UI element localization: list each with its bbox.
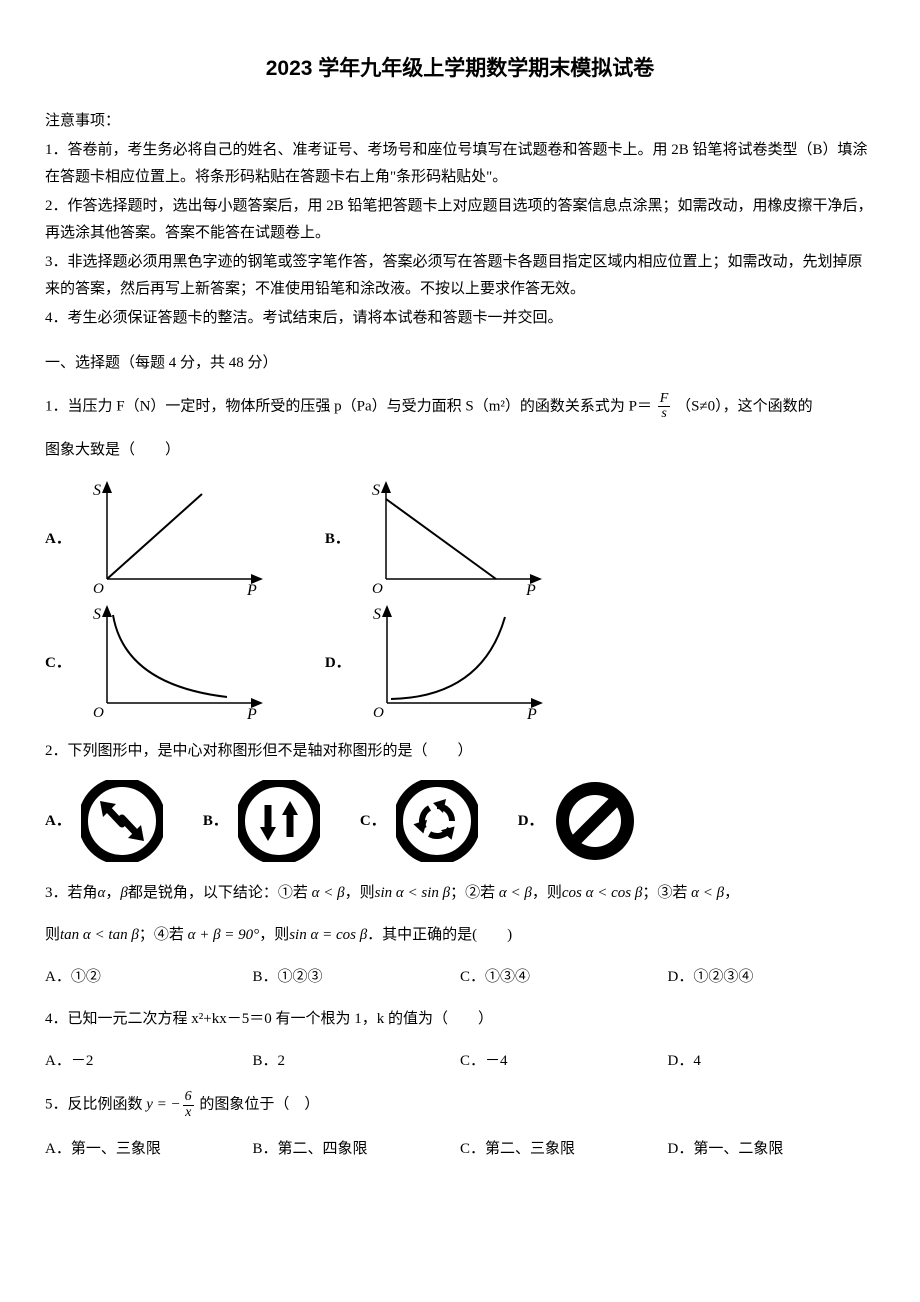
svg-text:O: O [93,581,104,597]
cond4: α + β = 90° [188,927,260,943]
svg-text:P: P [246,582,257,599]
fraction-denominator: s [658,407,671,422]
q5-text-b: 的图象位于（ ） [199,1097,319,1113]
svg-text:S: S [372,482,380,499]
q3-options: A．①② B．①②③ C．①③④ D．①②③④ [45,964,875,991]
fraction-denominator: x [183,1106,194,1121]
option-label-A: A． [45,808,71,835]
beta: β [120,885,127,901]
option-C: C．①③④ [460,964,668,991]
res4: sin α = cos β [289,927,367,943]
option-B: B．①②③ [253,964,461,991]
svg-text:S: S [373,606,381,623]
q5-stem: 5．反比例函数 y = −6x 的图象位于（ ） [45,1090,875,1120]
symmetry-icon-C [396,780,478,862]
option-label-D: D． [518,808,544,835]
page-title: 2023 学年九年级上学期数学期末模拟试卷 [45,50,875,88]
q3-seg: ；④若 [139,927,184,943]
option-A: A．第一、三象限 [45,1136,253,1163]
q5-options: A．第一、三象限 B．第二、四象限 C．第二、三象限 D．第一、二象限 [45,1136,875,1163]
svg-text:P: P [525,582,536,599]
option-label-B: B． [203,808,228,835]
svg-text:S: S [93,482,101,499]
option-label-A: A． [45,526,71,553]
option-B: B．2 [253,1048,461,1075]
q1-stem: 1．当压力 F（N）一定时，物体所受的压强 p（Pa）与受力面积 S（m²）的函… [45,392,875,422]
svg-text:S: S [93,606,101,623]
option-label-B: B． [325,526,350,553]
note-item: 4．考生必须保证答题卡的整洁。考试结束后，请将本试卷和答题卡一并交回。 [45,305,875,332]
q2-options: A． B． C． D． [45,780,875,862]
note-item: 3．非选择题必须用黑色字迹的钢笔或签字笔作答，答案必须写在答题卡各题目指定区域内… [45,249,875,303]
q1-row-ab: A． S P O B． S P O [45,479,875,599]
q5-eq-left: y = − [146,1097,180,1113]
symmetry-icon-B [238,780,320,862]
option-A: A．－2 [45,1048,253,1075]
svg-text:O: O [372,581,383,597]
q3-seg: 则 [45,927,60,943]
option-label-C: C． [45,650,71,677]
graph-B-linear-down: S P O [364,479,544,599]
svg-text:O: O [373,705,384,721]
q3-seg: ；②若 [450,885,495,901]
q3-line1: 3．若角α，β都是锐角，以下结论：①若 α < β，则sin α < sin β… [45,880,875,907]
fraction-F-over-s: F s [658,392,671,422]
q3-seg: 都是锐角，以下结论：①若 [128,885,308,901]
option-C: C．第二、三象限 [460,1136,668,1163]
option-B: B．第二、四象限 [253,1136,461,1163]
question-4: 4．已知一元二次方程 x²+kx－5＝0 有一个根为 1，k 的值为（ ） A．… [45,1006,875,1075]
question-1: 1．当压力 F（N）一定时，物体所受的压强 p（Pa）与受力面积 S（m²）的函… [45,392,875,723]
q3-seg: ，则 [259,927,289,943]
graph-A-linear-up: S P O [85,479,265,599]
q3-seg: ， [724,885,739,901]
q1-text-a: 1．当压力 F（N）一定时，物体所受的压强 p（Pa）与受力面积 S（m²）的函… [45,398,652,414]
notes-heading: 注意事项： [45,108,875,135]
graph-C-hyperbola-decreasing: S P O [85,603,265,723]
cond1: α < β [312,885,345,901]
question-3: 3．若角α，β都是锐角，以下结论：①若 α < β，则sin α < sin β… [45,880,875,991]
notes-block: 注意事项： 1．答卷前，考生务必将自己的姓名、准考证号、考场号和座位号填写在试题… [45,108,875,332]
q4-stem: 4．已知一元二次方程 x²+kx－5＝0 有一个根为 1，k 的值为（ ） [45,1006,875,1033]
q1-text-c: 图象大致是（ ） [45,437,875,464]
option-D: D．①②③④ [668,964,876,991]
q3-seg: ， [105,885,120,901]
option-label-D: D． [325,650,351,677]
q5-text-a: 5．反比例函数 [45,1097,143,1113]
cond2: α < β [499,885,532,901]
option-D: D．第一、二象限 [668,1136,876,1163]
q1-row-cd: C． S P O D． S P O [45,603,875,723]
q3-seg: ，则 [345,885,375,901]
q2-stem: 2．下列图形中，是中心对称图形但不是轴对称图形的是（ ） [45,738,875,765]
res2: cos α < cos β [562,885,642,901]
res1: sin α < sin β [375,885,450,901]
q3-seg: 3．若角 [45,885,98,901]
option-label-C: C． [360,808,386,835]
graph-D-parabola-up: S P O [365,603,545,723]
q1-text-b: （S≠0），这个函数的 [676,398,813,414]
section-heading: 一、选择题（每题 4 分，共 48 分） [45,350,875,377]
option-D: D．4 [668,1048,876,1075]
symmetry-icon-D [554,780,636,862]
q3-seg: ．其中正确的是( ) [367,927,512,943]
cond3: α < β [691,885,724,901]
res3: tan α < tan β [60,927,139,943]
option-A: A．①② [45,964,253,991]
option-C: C．－4 [460,1048,668,1075]
fraction-numerator: F [658,392,671,408]
symmetry-icon-A [81,780,163,862]
q3-line2: 则tan α < tan β；④若 α + β = 90°，则sin α = c… [45,922,875,949]
svg-text:O: O [93,705,104,721]
note-item: 1．答卷前，考生务必将自己的姓名、准考证号、考场号和座位号填写在试题卷和答题卡上… [45,137,875,191]
question-5: 5．反比例函数 y = −6x 的图象位于（ ） A．第一、三象限 B．第二、四… [45,1090,875,1162]
fraction-6-over-x: 6x [183,1090,194,1120]
q3-seg: ，则 [532,885,562,901]
q4-options: A．－2 B．2 C．－4 D．4 [45,1048,875,1075]
fraction-numerator: 6 [183,1090,194,1106]
svg-text:P: P [246,706,257,723]
note-item: 2．作答选择题时，选出每小题答案后，用 2B 铅笔把答题卡上对应题目选项的答案信… [45,193,875,247]
q3-seg: ；③若 [642,885,687,901]
question-2: 2．下列图形中，是中心对称图形但不是轴对称图形的是（ ） A． B． C． D． [45,738,875,862]
svg-text:P: P [526,706,537,723]
